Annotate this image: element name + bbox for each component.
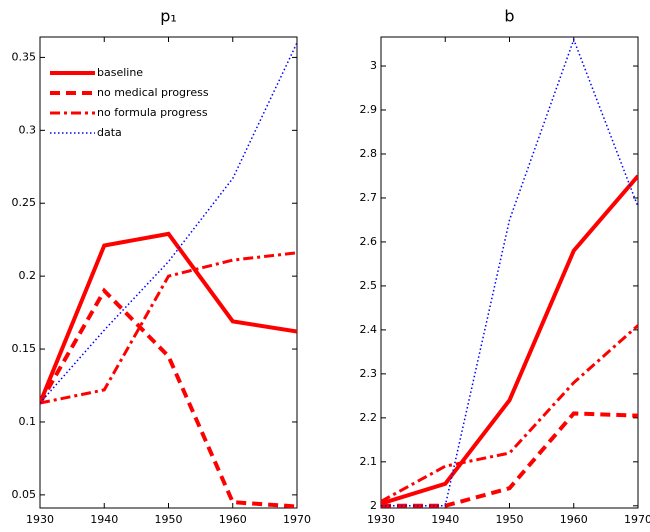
- y-tick-label: 0.2: [19, 269, 37, 282]
- y-tick-label: 0.15: [12, 342, 37, 355]
- chart-title: b: [504, 7, 514, 26]
- x-tick-label: 1940: [431, 513, 459, 526]
- series-line: [40, 251, 297, 405]
- y-tick-label: 2.9: [360, 103, 378, 116]
- legend-label: data: [97, 126, 122, 139]
- legend-label: no medical progress: [97, 86, 209, 99]
- x-tick-label: 1930: [26, 513, 54, 526]
- y-tick-label: 2.8: [360, 147, 378, 160]
- series-line: [381, 324, 638, 503]
- x-tick-label: 1940: [90, 513, 118, 526]
- y-tick-label: 0.3: [19, 123, 37, 136]
- legend-label: baseline: [97, 66, 143, 79]
- x-tick-label: 1960: [219, 513, 247, 526]
- plot-area: [39, 36, 298, 509]
- series-line: [40, 287, 297, 508]
- series-line: [381, 411, 638, 508]
- x-tick-label: 1950: [155, 513, 183, 526]
- y-tick-label: 0.35: [12, 50, 37, 63]
- chart-title: p₁: [160, 7, 177, 26]
- x-tick-label: 1950: [496, 513, 524, 526]
- y-tick-label: 2.7: [360, 191, 378, 204]
- series-line: [381, 174, 638, 506]
- plot-area: [380, 36, 639, 509]
- x-tick-label: 1960: [560, 513, 588, 526]
- y-tick-label: 0.1: [19, 415, 37, 428]
- x-tick-label: 1970: [624, 513, 650, 526]
- y-tick-label: 2.4: [360, 323, 378, 336]
- x-tick-label: 1930: [367, 513, 395, 526]
- y-tick-label: 0.05: [12, 488, 37, 501]
- y-tick-label: 3: [370, 59, 377, 72]
- y-tick-label: 0.25: [12, 196, 37, 209]
- series-line: [381, 37, 638, 507]
- y-tick-label: 2.6: [360, 235, 378, 248]
- series-line: [40, 231, 297, 404]
- y-tick-label: 2: [370, 499, 377, 512]
- y-tick-label: 2.5: [360, 279, 378, 292]
- series-line: [40, 42, 297, 404]
- legend-label: no formula progress: [97, 106, 208, 119]
- x-tick-label: 1970: [283, 513, 311, 526]
- y-tick-label: 2.2: [360, 411, 378, 424]
- y-tick-label: 2.3: [360, 367, 378, 380]
- y-tick-label: 2.1: [360, 455, 378, 468]
